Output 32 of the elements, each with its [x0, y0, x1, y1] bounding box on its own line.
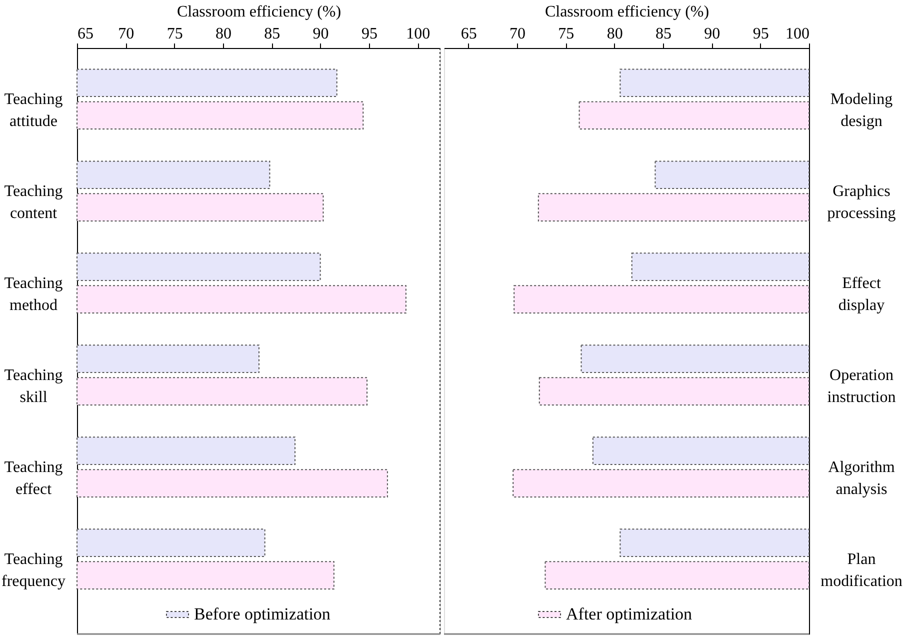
x-tick-label: 85: [264, 26, 280, 42]
y-tick-label: Teaching frequency: [2, 551, 66, 590]
x-tick-label: 65: [460, 26, 477, 42]
x-tick-label: 70: [118, 26, 134, 42]
legend-label: Before optimization: [194, 604, 331, 624]
x-tick-label: 100: [406, 26, 430, 42]
y-tick-label: Modeling design: [830, 91, 893, 130]
x-tick-label: 75: [166, 26, 183, 42]
x-tick-label: 85: [656, 26, 672, 42]
y-tick-label: Teaching method: [4, 275, 63, 314]
y-tick-label: Effect display: [838, 275, 885, 314]
x-tick-label: 95: [361, 26, 378, 42]
x-tick-label: 80: [606, 26, 623, 42]
y-tick-label: Teaching attitude: [4, 91, 63, 130]
x-axis-title: Classroom efficiency (%): [544, 4, 710, 20]
x-tick-label: 70: [510, 26, 526, 42]
y-tick-label: Algorithm analysis: [828, 459, 896, 498]
x-tick-label: 65: [78, 26, 94, 42]
x-tick-label: 75: [558, 26, 574, 42]
y-tick-label: Teaching effect: [4, 459, 63, 498]
x-tick-label: 80: [215, 26, 232, 42]
x-tick-label: 95: [752, 26, 769, 42]
x-axis-title: Classroom efficiency (%): [176, 4, 342, 20]
x-tick-label: 90: [704, 26, 720, 42]
y-tick-label: Teaching skill: [4, 367, 63, 406]
x-tick-label: 100: [786, 26, 810, 42]
y-tick-label: Teaching content: [4, 183, 63, 222]
legend-label: After optimization: [566, 604, 693, 624]
y-tick-label: Graphics processing: [827, 183, 896, 222]
y-tick-label: Operation instruction: [827, 367, 896, 406]
x-tick-label: 90: [312, 26, 329, 42]
y-tick-label: Plan modification: [820, 551, 902, 590]
